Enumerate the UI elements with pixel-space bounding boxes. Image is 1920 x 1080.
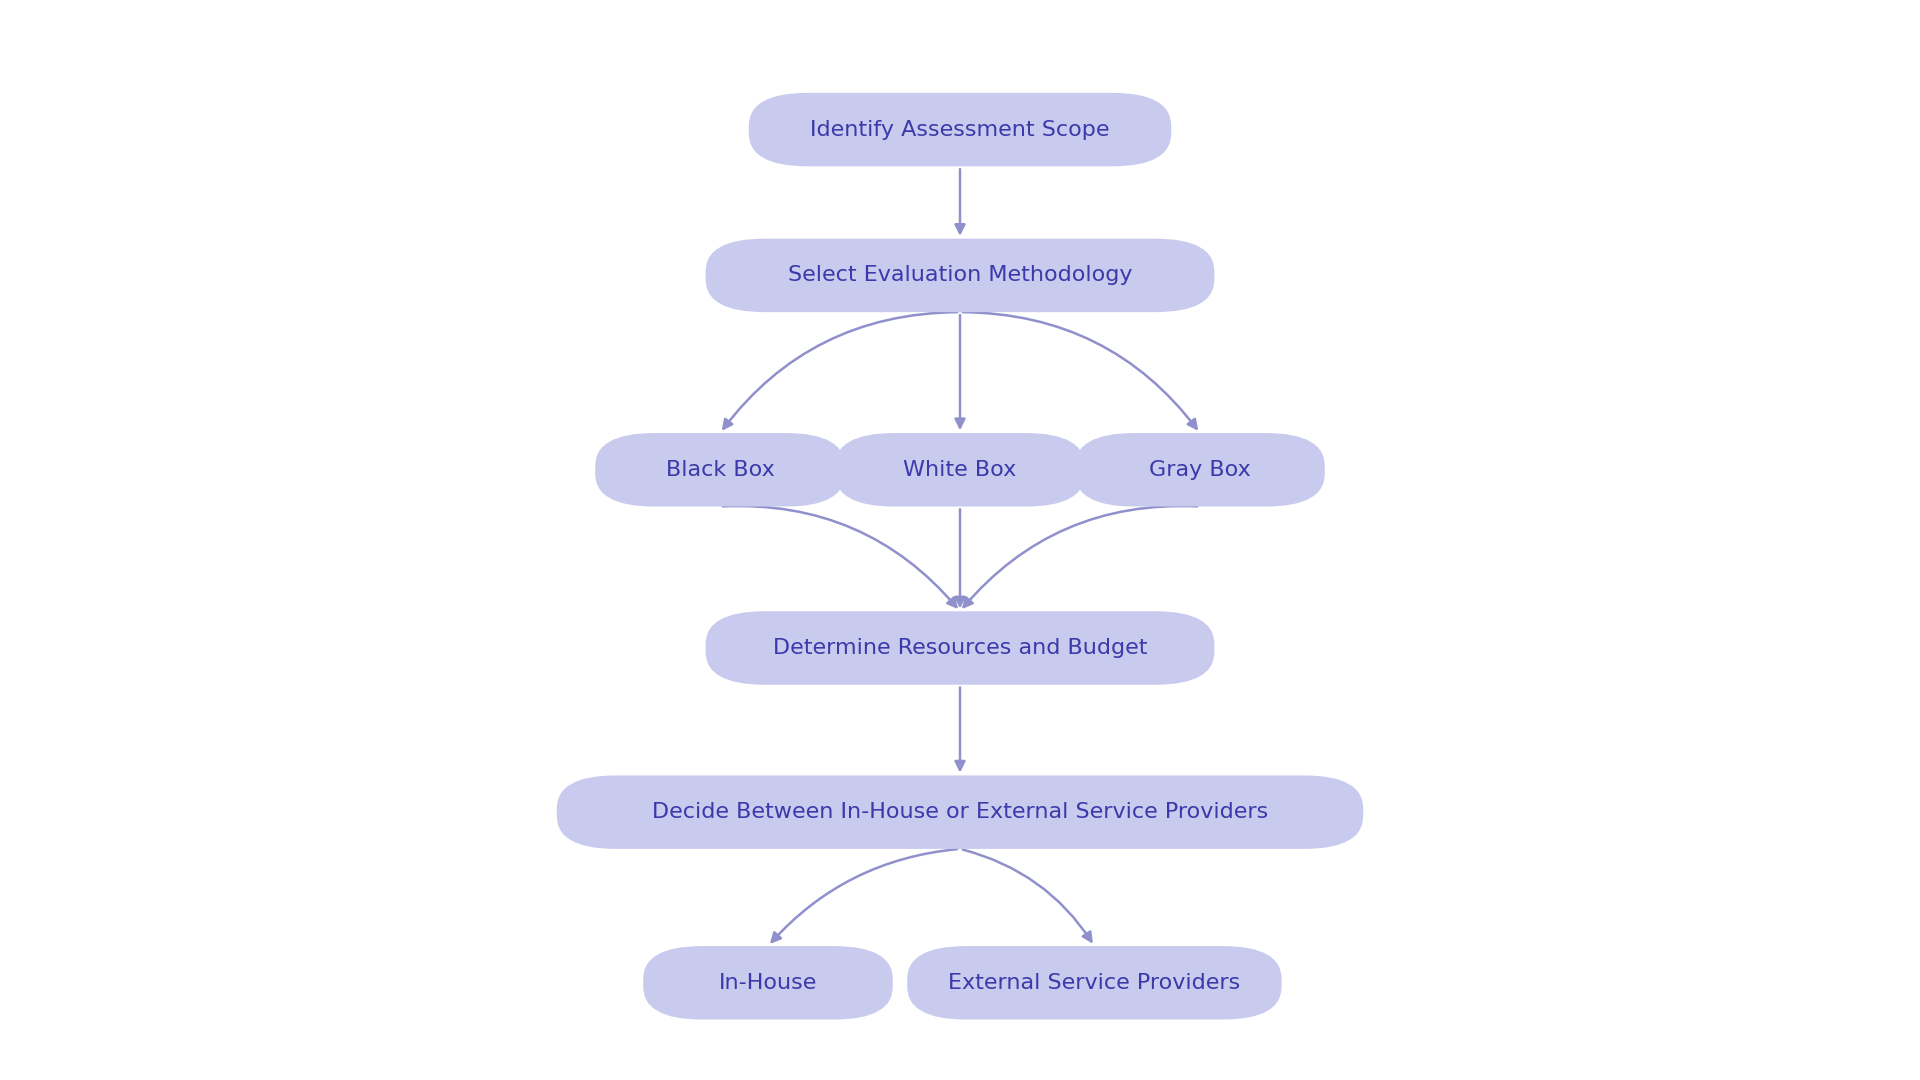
Text: Select Evaluation Methodology: Select Evaluation Methodology (787, 266, 1133, 285)
Text: Gray Box: Gray Box (1150, 460, 1250, 480)
FancyBboxPatch shape (643, 946, 893, 1020)
FancyBboxPatch shape (906, 946, 1283, 1020)
Text: Identify Assessment Scope: Identify Assessment Scope (810, 120, 1110, 139)
Text: External Service Providers: External Service Providers (948, 973, 1240, 993)
Text: Determine Resources and Budget: Determine Resources and Budget (772, 638, 1148, 658)
FancyBboxPatch shape (835, 433, 1085, 507)
FancyBboxPatch shape (595, 433, 845, 507)
FancyBboxPatch shape (707, 239, 1215, 312)
Text: White Box: White Box (904, 460, 1016, 480)
Text: Decide Between In-House or External Service Providers: Decide Between In-House or External Serv… (653, 802, 1267, 822)
FancyBboxPatch shape (707, 611, 1215, 685)
FancyBboxPatch shape (749, 93, 1171, 166)
FancyBboxPatch shape (1075, 433, 1325, 507)
Text: Black Box: Black Box (666, 460, 774, 480)
Text: In-House: In-House (718, 973, 818, 993)
FancyBboxPatch shape (557, 775, 1363, 849)
